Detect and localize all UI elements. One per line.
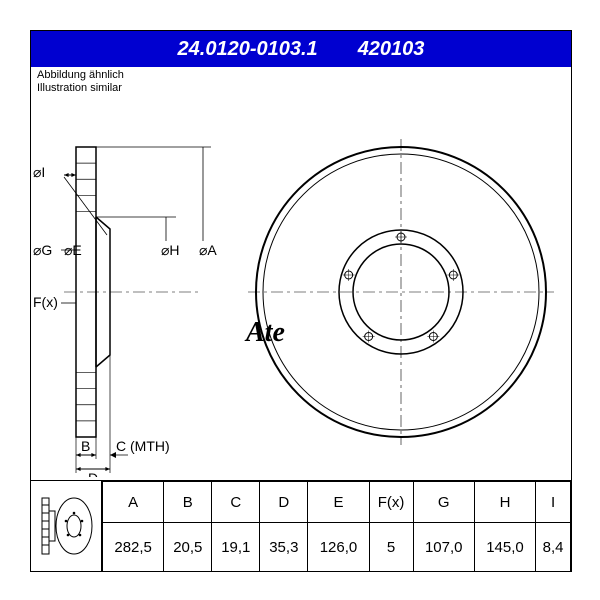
header-bar: 24.0120-0103.1 420103 bbox=[31, 31, 571, 67]
svg-text:⌀E: ⌀E bbox=[64, 242, 82, 258]
subheader-line2: Illustration similar bbox=[37, 82, 565, 95]
brand-logo: Ate bbox=[246, 317, 285, 349]
svg-text:⌀I: ⌀I bbox=[33, 164, 45, 180]
diagram-area: ⌀I ⌀G ⌀E F(x) ⌀H ⌀A B D C (MTH) Ate bbox=[31, 97, 571, 477]
col-value: 8,4 bbox=[536, 523, 571, 572]
col-header: A bbox=[103, 482, 164, 523]
col-header: B bbox=[164, 482, 212, 523]
page-container: 24.0120-0103.1 420103 Abbildung ähnlich … bbox=[0, 0, 600, 600]
table-value-row: 282,520,519,135,3126,05107,0145,08,4 bbox=[103, 523, 571, 572]
short-number: 420103 bbox=[358, 38, 425, 61]
subheader-line1: Abbildung ähnlich bbox=[37, 69, 565, 82]
col-header: E bbox=[308, 482, 369, 523]
col-value: 20,5 bbox=[164, 523, 212, 572]
col-header: G bbox=[413, 482, 474, 523]
svg-text:D: D bbox=[88, 470, 98, 477]
part-number: 24.0120-0103.1 bbox=[178, 38, 318, 61]
svg-text:⌀G: ⌀G bbox=[33, 242, 52, 258]
col-value: 35,3 bbox=[260, 523, 308, 572]
table-thumbnail bbox=[31, 481, 102, 571]
dimension-table: ABCDEF(x)GHI 282,520,519,135,3126,05107,… bbox=[31, 480, 571, 571]
svg-text:⌀H: ⌀H bbox=[161, 242, 180, 258]
col-header: F(x) bbox=[369, 482, 413, 523]
col-value: 19,1 bbox=[212, 523, 260, 572]
subheader: Abbildung ähnlich Illustration similar bbox=[31, 67, 571, 97]
svg-text:F(x): F(x) bbox=[33, 294, 58, 310]
disc-thumbnail-icon bbox=[36, 491, 96, 561]
col-header: D bbox=[260, 482, 308, 523]
col-header: C bbox=[212, 482, 260, 523]
table-header-row: ABCDEF(x)GHI bbox=[103, 482, 571, 523]
col-value: 126,0 bbox=[308, 523, 369, 572]
dimensions-table: ABCDEF(x)GHI 282,520,519,135,3126,05107,… bbox=[102, 481, 571, 572]
svg-text:⌀A: ⌀A bbox=[199, 242, 217, 258]
drawing-frame: 24.0120-0103.1 420103 Abbildung ähnlich … bbox=[30, 30, 572, 572]
col-value: 107,0 bbox=[413, 523, 474, 572]
col-value: 5 bbox=[369, 523, 413, 572]
svg-text:B: B bbox=[81, 438, 90, 454]
col-value: 145,0 bbox=[474, 523, 535, 572]
col-header: I bbox=[536, 482, 571, 523]
technical-drawing: ⌀I ⌀G ⌀E F(x) ⌀H ⌀A B D C (MTH) bbox=[31, 97, 571, 477]
col-value: 282,5 bbox=[103, 523, 164, 572]
svg-text:C (MTH): C (MTH) bbox=[116, 438, 170, 454]
col-header: H bbox=[474, 482, 535, 523]
